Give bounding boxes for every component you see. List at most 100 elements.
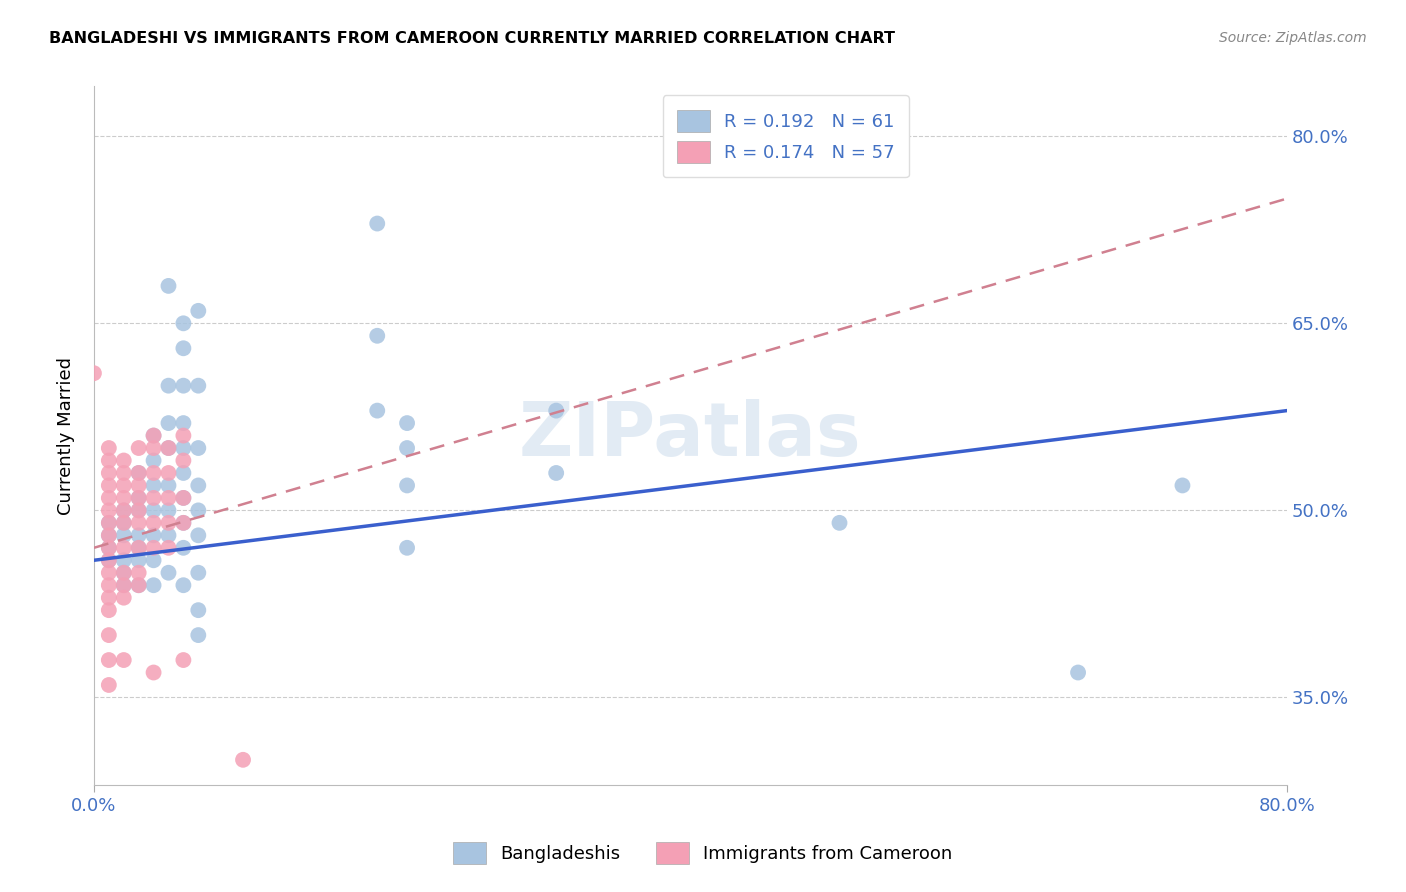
Point — [142, 528, 165, 542]
Point — [112, 516, 135, 530]
Point — [128, 541, 150, 555]
Point — [128, 441, 150, 455]
Point — [142, 553, 165, 567]
Point — [112, 503, 135, 517]
Point — [187, 378, 209, 392]
Point — [828, 516, 851, 530]
Point — [157, 566, 180, 580]
Point — [97, 516, 120, 530]
Point — [142, 428, 165, 442]
Point — [187, 528, 209, 542]
Point — [142, 428, 165, 442]
Point — [157, 441, 180, 455]
Point — [396, 416, 419, 430]
Point — [396, 541, 419, 555]
Point — [97, 516, 120, 530]
Point — [142, 453, 165, 467]
Point — [157, 279, 180, 293]
Point — [97, 603, 120, 617]
Point — [142, 441, 165, 455]
Point — [112, 491, 135, 505]
Point — [232, 753, 254, 767]
Point — [187, 628, 209, 642]
Point — [97, 628, 120, 642]
Point — [172, 653, 194, 667]
Point — [97, 653, 120, 667]
Point — [172, 516, 194, 530]
Point — [366, 217, 388, 231]
Point — [128, 578, 150, 592]
Point — [187, 603, 209, 617]
Point — [112, 566, 135, 580]
Point — [142, 541, 165, 555]
Text: ZIPatlas: ZIPatlas — [519, 399, 862, 472]
Point — [112, 591, 135, 605]
Point — [157, 528, 180, 542]
Point — [396, 441, 419, 455]
Point — [97, 578, 120, 592]
Point — [112, 653, 135, 667]
Point — [112, 578, 135, 592]
Point — [172, 578, 194, 592]
Point — [128, 553, 150, 567]
Point — [97, 528, 120, 542]
Point — [112, 566, 135, 580]
Point — [97, 453, 120, 467]
Point — [97, 491, 120, 505]
Point — [187, 503, 209, 517]
Y-axis label: Currently Married: Currently Married — [58, 357, 75, 515]
Point — [128, 466, 150, 480]
Point — [546, 466, 568, 480]
Point — [157, 516, 180, 530]
Point — [187, 478, 209, 492]
Point — [142, 503, 165, 517]
Text: Source: ZipAtlas.com: Source: ZipAtlas.com — [1219, 31, 1367, 45]
Point — [172, 316, 194, 330]
Point — [142, 665, 165, 680]
Point — [546, 403, 568, 417]
Point — [128, 466, 150, 480]
Point — [172, 416, 194, 430]
Point — [97, 541, 120, 555]
Point — [172, 341, 194, 355]
Point — [157, 466, 180, 480]
Point — [112, 503, 135, 517]
Point — [128, 503, 150, 517]
Point — [172, 428, 194, 442]
Point — [396, 478, 419, 492]
Point — [112, 528, 135, 542]
Point — [97, 541, 120, 555]
Point — [112, 553, 135, 567]
Point — [172, 516, 194, 530]
Point — [1067, 665, 1090, 680]
Point — [83, 366, 105, 380]
Point — [157, 503, 180, 517]
Point — [172, 491, 194, 505]
Point — [112, 516, 135, 530]
Point — [366, 403, 388, 417]
Point — [112, 453, 135, 467]
Point — [97, 591, 120, 605]
Point — [128, 478, 150, 492]
Point — [128, 491, 150, 505]
Point — [112, 541, 135, 555]
Point — [97, 441, 120, 455]
Point — [187, 303, 209, 318]
Legend: Bangladeshis, Immigrants from Cameroon: Bangladeshis, Immigrants from Cameroon — [439, 828, 967, 879]
Point — [128, 516, 150, 530]
Point — [172, 453, 194, 467]
Point — [128, 566, 150, 580]
Point — [157, 541, 180, 555]
Point — [142, 478, 165, 492]
Point — [157, 441, 180, 455]
Point — [172, 441, 194, 455]
Point — [97, 503, 120, 517]
Point — [157, 378, 180, 392]
Point — [97, 553, 120, 567]
Point — [97, 528, 120, 542]
Point — [172, 466, 194, 480]
Point — [187, 441, 209, 455]
Point — [142, 578, 165, 592]
Point — [128, 528, 150, 542]
Point — [157, 416, 180, 430]
